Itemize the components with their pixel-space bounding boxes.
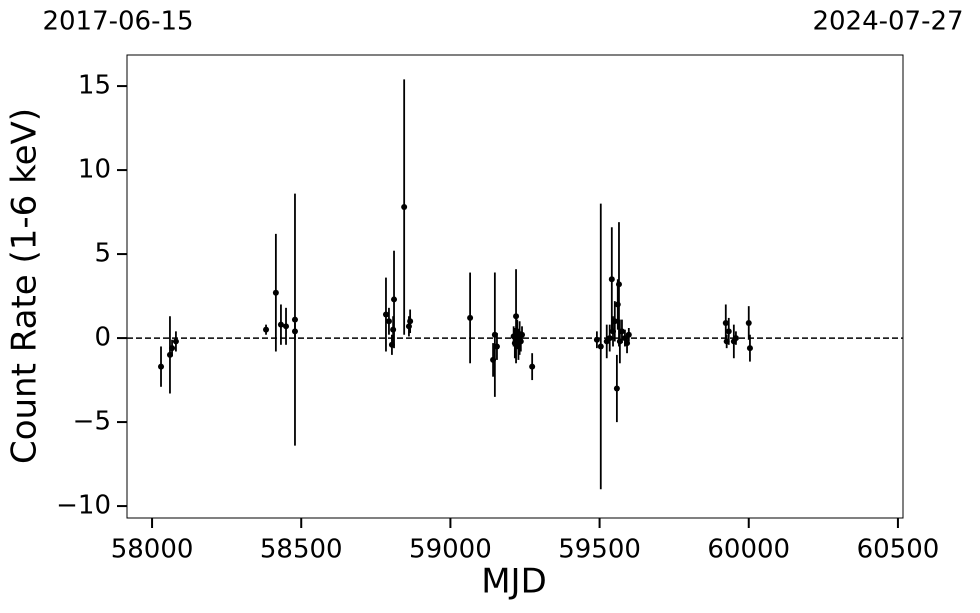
x-tick-label: 59000 xyxy=(409,535,492,565)
data-point xyxy=(615,281,622,288)
x-tick-label: 60000 xyxy=(707,535,790,565)
y-tick-label: 10 xyxy=(78,155,111,185)
data-point xyxy=(608,276,615,283)
data-point xyxy=(624,340,631,347)
y-tick-label: −10 xyxy=(56,491,111,521)
data-point xyxy=(722,319,729,326)
data-point xyxy=(169,345,176,352)
y-tick-label: 5 xyxy=(94,239,111,269)
data-point xyxy=(391,296,398,303)
data-point xyxy=(618,328,625,335)
data-point xyxy=(382,311,389,318)
data-point xyxy=(263,326,270,333)
data-point xyxy=(158,363,165,370)
data-point xyxy=(519,331,526,338)
data-point xyxy=(593,336,600,343)
data-point xyxy=(272,289,279,296)
data-point xyxy=(291,316,298,323)
data-point xyxy=(405,323,412,330)
data-point xyxy=(725,328,732,335)
x-tick-label: 59500 xyxy=(558,535,641,565)
data-point xyxy=(172,338,179,345)
data-point xyxy=(732,335,739,342)
data-point xyxy=(745,319,752,326)
data-point xyxy=(401,204,408,211)
data-point xyxy=(611,318,618,325)
data-point xyxy=(614,301,621,308)
plot-frame xyxy=(126,54,904,519)
top-label-left: 2017-06-15 xyxy=(42,7,193,37)
data-point xyxy=(291,328,298,335)
data-point xyxy=(513,313,520,320)
x-tick-label: 58500 xyxy=(260,535,343,565)
data-point xyxy=(385,318,392,325)
y-tick-label: 15 xyxy=(78,71,111,101)
x-tick-label: 58000 xyxy=(111,535,194,565)
x-axis-label: MJD xyxy=(481,562,547,602)
data-point xyxy=(517,338,524,345)
data-point xyxy=(283,323,290,330)
data-point xyxy=(407,318,414,325)
data-point xyxy=(493,343,500,350)
top-label-right: 2024-07-27 xyxy=(812,7,963,37)
data-point xyxy=(746,345,753,352)
data-point xyxy=(606,335,613,342)
y-axis-label: Count Rate (1-6 keV) xyxy=(5,108,45,464)
y-tick-label: −5 xyxy=(73,407,111,437)
data-point xyxy=(597,343,604,350)
data-point xyxy=(529,363,536,370)
x-tick-label: 60500 xyxy=(857,535,940,565)
y-tick-label: 0 xyxy=(94,323,111,353)
data-point xyxy=(613,385,620,392)
data-point xyxy=(625,331,632,338)
data-point xyxy=(277,321,284,328)
data-point xyxy=(467,314,474,321)
